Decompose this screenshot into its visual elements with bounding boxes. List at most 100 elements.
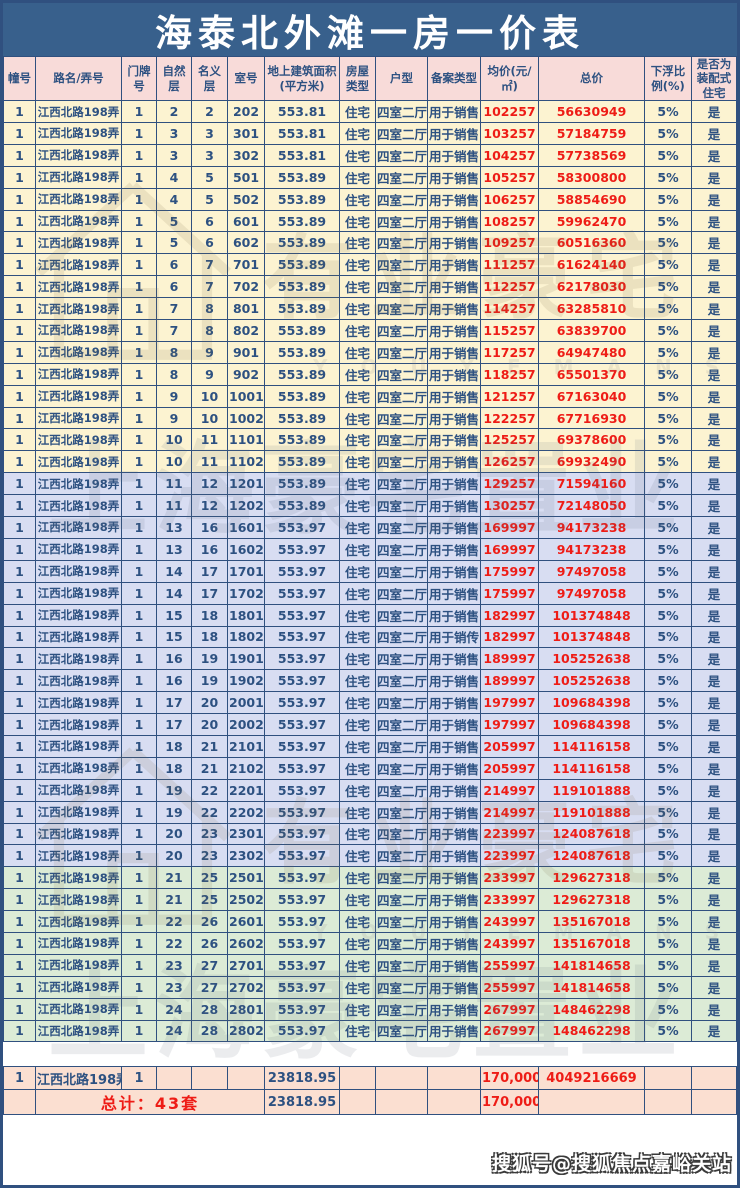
room-cell: 2602: [227, 931, 265, 955]
door-cell: 1: [121, 713, 157, 736]
natural-floor-cell: 17: [156, 713, 192, 736]
area-cell: 553.81: [264, 143, 340, 167]
total-price-cell: 63839700: [538, 319, 645, 342]
table-row: 1 江西北路198弄 1 19 22 2202 553.97 住宅 四室二厅 用于销售 214997…: [3, 800, 737, 824]
total-price-cell: 109684398: [538, 713, 645, 736]
filing-type-cell: 用于销售: [427, 428, 481, 452]
natural-floor-cell: 9: [156, 384, 192, 408]
area-cell: 553.97: [264, 997, 340, 1021]
table-row: 1 江西北路198弄 1 6 7 702 553.89 住宅 四室二厅 用于销售 112257 621…: [3, 275, 737, 299]
table-row: 1 江西北路198弄 1 4 5 502 553.89 住宅 四室二厅 用于销售 106257 588…: [3, 187, 737, 211]
building-cell: 1: [3, 581, 36, 605]
door-cell: 1: [121, 844, 157, 868]
natural-floor-cell: 14: [156, 559, 192, 583]
house-type-cell: 住宅: [339, 713, 376, 736]
unit-price-cell: 255997: [480, 953, 539, 977]
unit-price-cell: 125257: [480, 428, 539, 452]
discount-cell: 5%: [644, 910, 692, 933]
building-cell: 1: [3, 756, 36, 780]
discount-cell: 5%: [644, 428, 692, 452]
room-cell: 301: [227, 122, 265, 145]
door-cell: 1: [121, 734, 157, 758]
house-type-cell: 住宅: [339, 800, 376, 824]
prefab-cell: 是: [691, 187, 737, 211]
unit-layout-cell: 四室二厅: [375, 953, 428, 977]
total-price-cell: 97497058: [538, 581, 645, 605]
prefab-cell: 是: [691, 734, 737, 758]
total-price-cell: 62178030: [538, 275, 645, 299]
road-cell: 江西北路198弄: [35, 165, 122, 189]
col-header-road: 路名/弄号: [35, 55, 122, 102]
building-cell: 1: [3, 319, 36, 342]
unit-layout-cell: 四室二厅: [375, 778, 428, 802]
prefab-cell: 是: [691, 778, 737, 802]
road-cell: 江西北路198弄: [35, 975, 122, 999]
area-cell: 553.97: [264, 691, 340, 715]
unit-price-cell: 108257: [480, 209, 539, 233]
unit-price-cell: 267997: [480, 997, 539, 1021]
total-price-cell: 67163040: [538, 384, 645, 408]
natural-floor-cell: 21: [156, 866, 192, 890]
building-cell: 1: [3, 844, 36, 868]
prefab-cell: 是: [691, 319, 737, 342]
house-type-cell: 住宅: [339, 953, 376, 977]
discount-cell: 5%: [644, 822, 692, 846]
col-header-filing-type: 备案类型: [427, 55, 481, 102]
door-cell: 1: [121, 100, 157, 124]
discount-cell: 5%: [644, 844, 692, 868]
total-price-cell: 119101888: [538, 778, 645, 802]
discount-cell: 5%: [644, 450, 692, 474]
discount-cell: 5%: [644, 187, 692, 211]
nominal-floor-cell: 21: [191, 734, 228, 758]
table-row: 1 江西北路198弄 1 14 17 1701 553.97 住宅 四室二厅 用于销售 175997…: [3, 559, 737, 583]
room-cell: 2102: [227, 756, 265, 780]
unit-layout-cell: 四室二厅: [375, 581, 428, 605]
total-price-cell: 135167018: [538, 910, 645, 933]
prefab-cell: 是: [691, 713, 737, 736]
house-type-cell: 住宅: [339, 822, 376, 846]
unit-layout-cell: 四室二厅: [375, 209, 428, 233]
natural-floor-cell: 23: [156, 953, 192, 977]
unit-layout-cell: 四室二厅: [375, 691, 428, 715]
road-cell: 江西北路198弄: [35, 537, 122, 561]
house-type-cell: 住宅: [339, 187, 376, 211]
building-cell: 1: [3, 734, 36, 758]
nominal-floor-cell: 16: [191, 537, 228, 561]
table-row: 1 江西北路198弄 1 13 16 1601 553.97 住宅 四室二厅 用于销售 169997…: [3, 516, 737, 539]
subtotal-total-price: 4049216669: [538, 1066, 645, 1091]
unit-layout-cell: 四室二厅: [375, 888, 428, 912]
natural-floor-cell: 19: [156, 800, 192, 824]
unit-layout-cell: 四室二厅: [375, 472, 428, 496]
prefab-cell: 是: [691, 297, 737, 321]
unit-layout-cell: 四室二厅: [375, 428, 428, 452]
house-type-cell: 住宅: [339, 975, 376, 999]
total-price-cell: 124087618: [538, 822, 645, 846]
nominal-floor-cell: 21: [191, 756, 228, 780]
room-cell: 1101: [227, 428, 265, 452]
total-price-cell: 129627318: [538, 888, 645, 912]
unit-layout-cell: 四室二厅: [375, 713, 428, 736]
discount-cell: 5%: [644, 362, 692, 386]
prefab-cell: 是: [691, 253, 737, 277]
discount-cell: 5%: [644, 756, 692, 780]
door-cell: 1: [121, 165, 157, 189]
room-cell: 1602: [227, 537, 265, 561]
total-price-cell: 67716930: [538, 406, 645, 430]
area-cell: 553.89: [264, 187, 340, 211]
room-cell: 1202: [227, 494, 265, 518]
unit-layout-cell: 四室二厅: [375, 603, 428, 627]
natural-floor-cell: 9: [156, 406, 192, 430]
discount-cell: 5%: [644, 165, 692, 189]
filing-type-cell: 用于销售: [427, 122, 481, 145]
natural-floor-cell: 11: [156, 472, 192, 496]
natural-floor-cell: 15: [156, 603, 192, 627]
prefab-cell: 是: [691, 340, 737, 364]
empty-cell: [644, 1066, 692, 1091]
prefab-cell: 是: [691, 231, 737, 255]
total-price-cell: 109684398: [538, 691, 645, 715]
area-cell: 553.89: [264, 384, 340, 408]
nominal-floor-cell: 18: [191, 625, 228, 649]
table-row: 1 江西北路198弄 1 23 27 2701 553.97 住宅 四室二厅 用于销售 255997…: [3, 953, 737, 977]
table-row: 1 江西北路198弄 1 4 5 501 553.89 住宅 四室二厅 用于销售 105257 583…: [3, 165, 737, 189]
